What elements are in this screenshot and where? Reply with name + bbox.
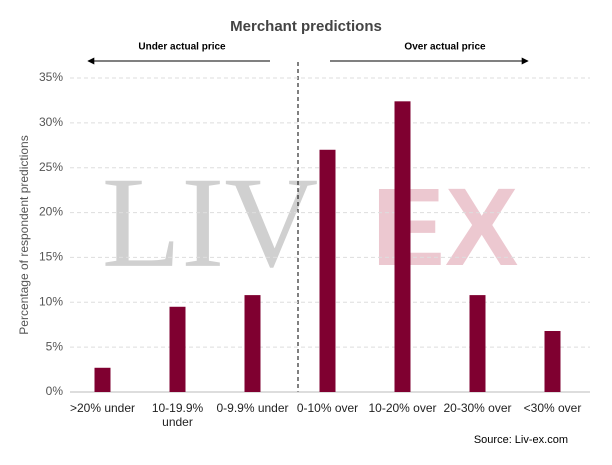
x-tick-label: 0-10% over [296, 401, 359, 415]
source: Source: Liv-ex.com [474, 434, 568, 446]
watermark: EX [372, 166, 519, 289]
y-tick-label: 20% [39, 205, 63, 219]
bar [319, 149, 336, 392]
y-tick-label: 5% [46, 339, 64, 353]
x-tick-label: >20% under [69, 401, 136, 415]
x-tick-label: 20-30% over [443, 401, 512, 415]
x-tick-label: 0-9.9% under [216, 401, 289, 415]
x-tick-label: 10-20% over [368, 401, 437, 415]
bar [469, 295, 486, 392]
y-tick-label: 25% [39, 160, 63, 174]
x-tick-label: <30% over [523, 401, 582, 415]
y-tick-label: 0% [46, 384, 64, 398]
annotation: Under actual price [138, 42, 226, 53]
bar [544, 330, 561, 392]
y-tick-label: 30% [39, 115, 63, 129]
x-tick-label: 10-19.9% under [151, 401, 204, 429]
y-tick-label: 35% [39, 70, 63, 84]
bar [394, 101, 411, 392]
bar [94, 367, 111, 392]
bar [244, 295, 261, 392]
watermark: LIV [102, 151, 319, 295]
y-tick-label: 15% [39, 250, 63, 264]
bar [169, 306, 186, 392]
y-axis-label: Percentage of respondent predictions [17, 135, 31, 334]
y-tick-label: 10% [39, 294, 63, 308]
chart-title: Merchant predictions [230, 18, 382, 35]
annotation: Over actual price [404, 42, 486, 53]
